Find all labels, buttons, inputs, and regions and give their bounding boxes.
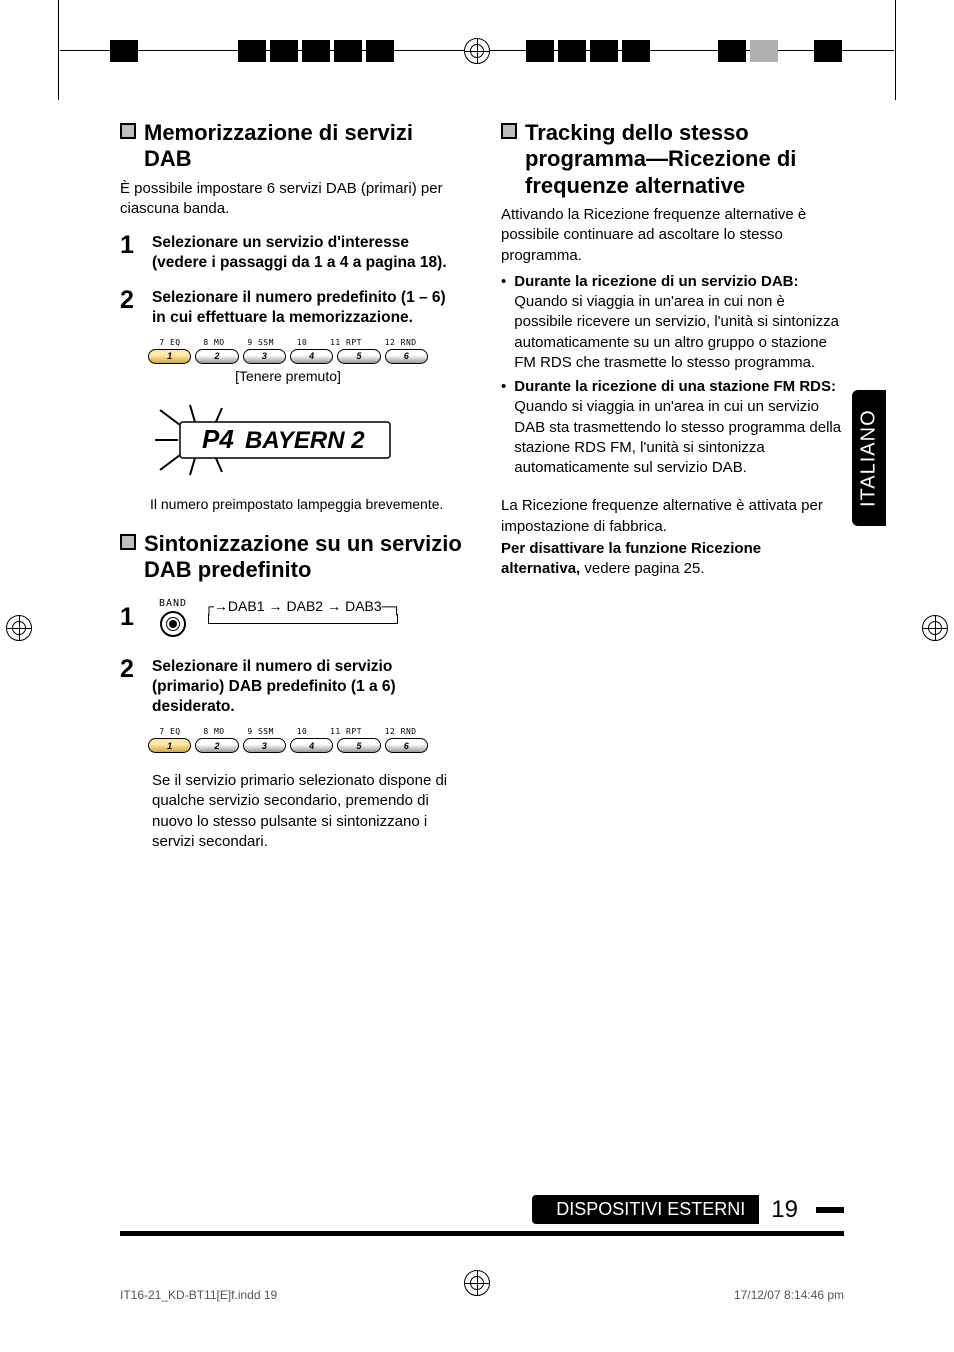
preset-label: 9 SSM <box>247 338 274 347</box>
preset-button-row: 7 EQ 8 MO 9 SSM 10 11 RPT 12 RND 1 2 3 4… <box>148 727 428 753</box>
band-cycle: ┌→ DAB1 → DAB2 → DAB3 ─┐ <box>204 598 402 614</box>
step-text: Selezionare un servizio d'interesse (ved… <box>152 233 463 273</box>
step-text: Selezionare il numero di servizio (prima… <box>152 657 463 717</box>
color-bar <box>238 40 266 62</box>
color-bar <box>526 40 554 62</box>
section-title: Tracking dello stesso programma—Ricezion… <box>525 120 844 199</box>
preset-button[interactable]: 1 <box>148 738 191 753</box>
color-bar <box>750 40 778 62</box>
color-bar <box>110 40 138 62</box>
preset-label: 10 <box>297 338 308 347</box>
radio-display: P4 BAYERN 2 <box>150 400 400 485</box>
preset-button[interactable]: 4 <box>290 349 333 364</box>
preset-button[interactable]: 5 <box>337 738 380 753</box>
section-title: Memorizzazione di servizi DAB <box>144 120 463 173</box>
preset-button[interactable]: 1 <box>148 349 191 364</box>
footer-rule <box>816 1207 844 1213</box>
preset-button[interactable]: 6 <box>385 738 428 753</box>
preset-button[interactable]: 5 <box>337 349 380 364</box>
preset-label: 12 RND <box>385 727 417 736</box>
step-number: 2 <box>120 288 142 328</box>
language-tab: ITALIANO <box>852 390 886 526</box>
timestamp: 17/12/07 8:14:46 pm <box>734 1288 844 1302</box>
paragraph: La Ricezione frequenze alternative è att… <box>501 496 844 537</box>
display-station: BAYERN 2 <box>245 427 365 454</box>
preset-label: 11 RPT <box>330 727 362 736</box>
preset-button-row: 7 EQ 8 MO 9 SSM 10 11 RPT 12 RND 1 2 3 4… <box>148 338 428 384</box>
footer: DISPOSITIVI ESTERNI 19 <box>532 1195 844 1224</box>
preset-label: 8 MO <box>203 338 224 347</box>
color-bar <box>814 40 842 62</box>
section-marker-icon <box>120 534 136 550</box>
section-marker-icon <box>501 123 517 139</box>
footer-rule <box>120 1230 844 1236</box>
preset-label: 11 RPT <box>330 338 362 347</box>
preset-label: 7 EQ <box>159 338 180 347</box>
preset-label: 7 EQ <box>159 727 180 736</box>
step-number: 1 <box>120 233 142 273</box>
preset-label: 9 SSM <box>247 727 274 736</box>
preset-label: 10 <box>297 727 308 736</box>
preset-button[interactable]: 2 <box>195 349 238 364</box>
intro-text: È possibile impostare 6 servizi DAB (pri… <box>120 179 463 220</box>
color-bar <box>270 40 298 62</box>
bullet-item: • Durante la ricezione di una stazione F… <box>501 377 844 478</box>
section-marker-icon <box>120 123 136 139</box>
registration-mark-icon <box>922 615 948 641</box>
bullet-item: • Durante la ricezione di un servizio DA… <box>501 272 844 373</box>
page-number: 19 <box>771 1196 798 1224</box>
color-bar <box>590 40 618 62</box>
display-preset: P4 <box>202 424 234 454</box>
color-bar <box>302 40 330 62</box>
source-file: IT16-21_KD-BT11[E]f.indd 19 <box>120 1288 277 1302</box>
preset-label: 12 RND <box>385 338 417 347</box>
band-button-icon[interactable]: BAND <box>156 598 190 637</box>
footer-section-label: DISPOSITIVI ESTERNI <box>532 1195 759 1224</box>
preset-button[interactable]: 4 <box>290 738 333 753</box>
step-text: Selezionare il numero predefinito (1 – 6… <box>152 288 463 328</box>
step-number: 1 <box>120 605 142 630</box>
tail-text: Se il servizio primario selezionato disp… <box>152 771 463 852</box>
preset-button[interactable]: 2 <box>195 738 238 753</box>
color-bar <box>718 40 746 62</box>
color-bar <box>334 40 362 62</box>
crop-line-right <box>895 0 896 100</box>
section-title: Sintonizzazione su un servizio DAB prede… <box>144 531 463 584</box>
preset-button[interactable]: 3 <box>243 349 286 364</box>
color-bar <box>558 40 586 62</box>
hold-label: [Tenere premuto] <box>148 368 428 384</box>
registration-mark-icon <box>6 615 32 641</box>
flash-note: Il numero preimpostato lampeggia breveme… <box>150 495 463 513</box>
preset-button[interactable]: 3 <box>243 738 286 753</box>
color-bar <box>622 40 650 62</box>
registration-mark-icon <box>464 38 490 64</box>
color-bar <box>366 40 394 62</box>
crop-line-left <box>58 0 59 100</box>
preset-label: 8 MO <box>203 727 224 736</box>
preset-button[interactable]: 6 <box>385 349 428 364</box>
intro-text: Attivando la Ricezione frequenze alterna… <box>501 205 844 266</box>
step-number: 2 <box>120 657 142 717</box>
paragraph: Per disattivare la funzione Ricezione al… <box>501 539 844 580</box>
